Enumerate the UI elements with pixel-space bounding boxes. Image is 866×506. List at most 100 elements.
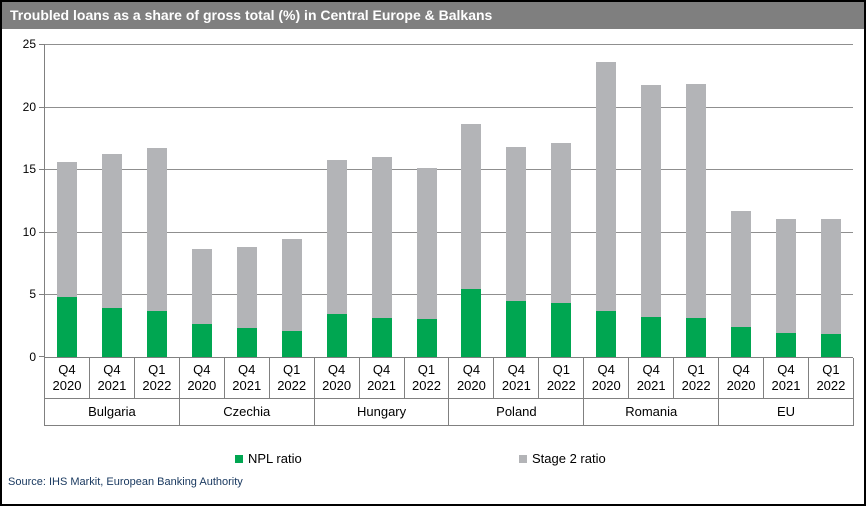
npl-segment [326, 314, 347, 357]
stacked-bar [57, 161, 78, 357]
bar-slot-romania-2 [673, 44, 718, 357]
npl-segment [461, 289, 482, 357]
legend-item-stage2: Stage 2 ratio [519, 451, 606, 466]
npl-segment [281, 330, 302, 357]
npl-segment [416, 319, 437, 357]
bar-slot-czechia-0 [180, 44, 225, 357]
stage2-segment [371, 156, 392, 319]
stage2-segment [416, 167, 437, 320]
npl-segment [596, 310, 617, 357]
stage2-segment [461, 124, 482, 290]
y-tickmark-0 [39, 356, 44, 357]
quarter-label: Q4 2020 [178, 358, 224, 398]
country-label-eu: EU [718, 399, 853, 425]
bar-slot-bulgaria-2 [135, 44, 180, 357]
stage2-legend-label: Stage 2 ratio [532, 451, 606, 466]
stacked-bar [596, 61, 617, 357]
stacked-bar [551, 142, 572, 357]
stacked-bar [685, 84, 706, 357]
quarter-label: Q1 2022 [538, 358, 583, 398]
gridline-25 [45, 44, 853, 45]
quarter-label: Q1 2022 [807, 358, 853, 398]
country-label-bulgaria: Bulgaria [88, 404, 136, 419]
y-tick-label-0: 0 [29, 350, 36, 364]
legend-item-npl: NPL ratio [235, 451, 302, 466]
stage2-segment [641, 85, 662, 317]
bar-slot-romania-0 [584, 44, 629, 357]
country-labels-row: Bulgaria Czechia Hungary Poland Romania EU [45, 399, 853, 425]
country-label-poland: Poland [448, 399, 583, 425]
bar-slot-eu-2 [808, 44, 853, 357]
bar-slot-czechia-1 [225, 44, 270, 357]
stage2-segment [281, 239, 302, 331]
stage2-segment [820, 219, 841, 335]
npl-legend-swatch [235, 454, 243, 463]
npl-legend-label: NPL ratio [248, 451, 302, 466]
quarter-label: Q4 2020 [718, 358, 763, 398]
quarter-label: Q1 2022 [133, 358, 179, 398]
stacked-bar [192, 249, 213, 357]
stacked-bar [147, 147, 168, 357]
bar-slot-hungary-1 [359, 44, 404, 357]
stage2-segment [237, 246, 257, 329]
stage2-segment [147, 147, 168, 311]
gridline-20 [45, 106, 853, 108]
bar-slot-eu-1 [763, 44, 808, 357]
quarter-label: Q4 2020 [313, 358, 359, 398]
bar-slot-poland-1 [494, 44, 539, 357]
quarter-label: Q4 2021 [628, 358, 673, 398]
y-tickmark-25 [39, 44, 44, 45]
npl-segment [57, 296, 78, 357]
bar-slot-czechia-2 [269, 44, 314, 357]
y-tick-label-15: 15 [22, 162, 36, 177]
y-tick-label-10: 10 [22, 224, 36, 239]
stacked-bar [641, 85, 662, 357]
y-tickmark-10 [39, 231, 44, 233]
quarter-label: Q4 2020 [583, 358, 628, 398]
stage2-legend-swatch [519, 454, 527, 463]
y-tick-label-20: 20 [22, 99, 36, 114]
plot-area [39, 44, 853, 358]
stage2-segment [506, 146, 527, 301]
npl-segment [192, 324, 213, 357]
y-tick-label-5: 5 [29, 287, 36, 302]
stage2-segment [730, 210, 751, 327]
quarter-label: Q4 2021 [763, 358, 808, 398]
stage2-segment [551, 142, 572, 304]
quarter-label: Q4 2021 [358, 358, 404, 398]
country-label-czechia: Czechia [178, 399, 314, 425]
bar-slot-eu-0 [718, 44, 763, 357]
quarter-label: Q1 2022 [403, 358, 449, 398]
y-tick-label-25: 25 [22, 37, 36, 51]
stacked-bar [730, 210, 751, 357]
quarter-label: Q1 2022 [268, 358, 314, 398]
quarter-label: Q4 2021 [493, 358, 538, 398]
stage2-segment [192, 249, 213, 325]
npl-segment [641, 316, 662, 357]
bar-slot-romania-1 [629, 44, 674, 357]
quarter-label: Q4 2020 [448, 358, 493, 398]
npl-segment [147, 310, 168, 357]
category-axis: Q4 2020 Q4 2021 Q1 2022 Q4 2020 Q4 2021 Q1 2022 Q4 20… [44, 358, 854, 426]
quarter-labels-row: Q4 2020 Q4 2021 Q1 2022 Q4 2020 Q4 2021 Q1 2022 Q4 20… [45, 358, 853, 399]
quarter-label: Q4 2021 [88, 358, 134, 398]
stacked-bar [326, 160, 347, 357]
npl-segment [237, 328, 257, 357]
npl-segment [551, 303, 572, 357]
y-tickmark-20 [39, 106, 44, 108]
npl-segment [506, 300, 527, 357]
stage2-segment [102, 154, 123, 309]
bar-slot-bulgaria-0 [45, 44, 90, 357]
stacked-bar [102, 154, 123, 357]
source-note: Source: IHS Markit, European Banking Aut… [8, 476, 243, 488]
gridline-10 [45, 231, 853, 233]
y-tickmark-15 [39, 169, 44, 171]
gridline-15 [45, 169, 853, 171]
y-axis-labels: 0 5 10 15 20 25 [2, 37, 38, 364]
stacked-bar [371, 156, 392, 357]
npl-segment [371, 318, 392, 357]
npl-segment [685, 318, 706, 357]
quarter-label: Q4 2021 [223, 358, 269, 398]
stacked-bar [281, 239, 302, 357]
